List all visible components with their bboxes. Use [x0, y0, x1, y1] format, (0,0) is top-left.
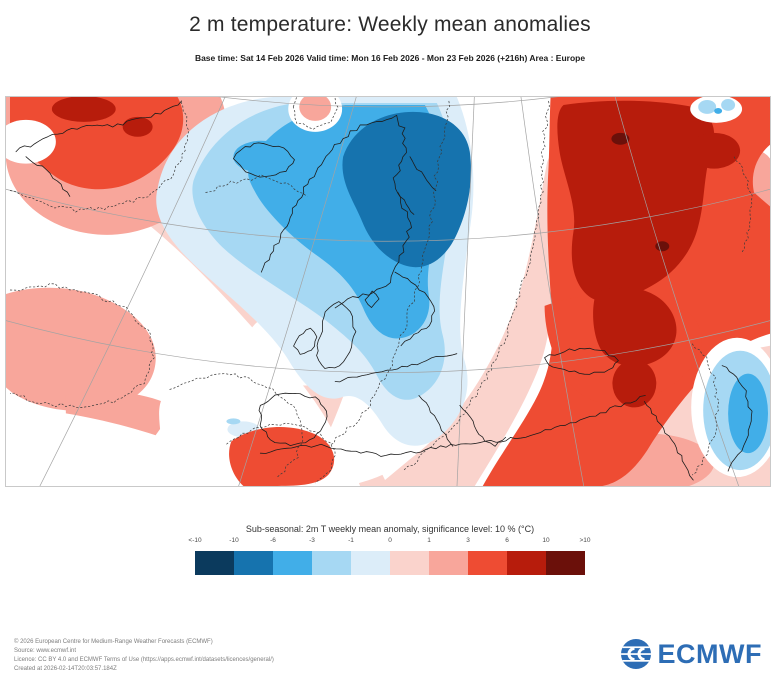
ecmwf-emblem-icon — [620, 639, 651, 669]
footer-line: Created at 2026-02-14T20:03:57.184Z — [14, 666, 117, 672]
colorbar-segment — [507, 551, 546, 575]
colorbar-segment — [234, 551, 273, 575]
ecmwf-logo: ECMWF — [619, 637, 762, 671]
colorbar-tick-label: -1 — [348, 537, 354, 544]
region-left-neutral — [6, 119, 56, 164]
colorbar-ticks: <-10 -10 -6 -3 -1 0 1 3 6 10 >10 — [188, 537, 590, 548]
colorbar-segment — [429, 551, 468, 575]
anomaly-map-svg — [6, 97, 770, 486]
region-arctic-specks — [690, 97, 743, 123]
colorbar-tick-label: -3 — [309, 537, 315, 544]
colorbar-tick-label: <-10 — [188, 537, 202, 544]
region-east-warm — [482, 97, 770, 486]
footer-attribution: © 2026 European Centre for Medium-Range … — [14, 638, 274, 674]
colorbar-tick-label: 6 — [505, 537, 509, 544]
coastlines — [15, 100, 753, 481]
colorbar-tick-label: 0 — [388, 537, 392, 544]
colorbar-segment — [546, 551, 585, 575]
colorbar-segment — [195, 551, 234, 575]
colorbar-segment — [312, 551, 351, 575]
colorbar-tick-label: >10 — [579, 537, 591, 544]
chart-subtitle: Base time: Sat 14 Feb 2026 Valid time: M… — [194, 53, 586, 63]
page-title: 2 m temperature: Weekly mean anomalies — [189, 13, 591, 36]
region-greenland-warm — [9, 97, 184, 190]
colorbar-tick-label: 1 — [427, 537, 431, 544]
region-scandinavia-cold — [156, 97, 474, 446]
region-morocco-warm — [229, 426, 335, 486]
footer-line: © 2026 European Centre for Medium-Range … — [14, 639, 213, 645]
ecmwf-logo-text: ECMWF — [657, 638, 762, 669]
legend-title: Sub-seasonal: 2m T weekly mean anomaly, … — [245, 524, 535, 534]
colorbar-tick-label: 10 — [542, 537, 550, 544]
significance-contours — [9, 97, 753, 484]
colorbar-segment — [351, 551, 390, 575]
colorbar-segment — [390, 551, 429, 575]
colorbar — [195, 551, 585, 575]
anomaly-map — [5, 96, 771, 487]
colorbar-tick-label: 3 — [466, 537, 470, 544]
colorbar-segment — [273, 551, 312, 575]
colorbar-tick-label: -6 — [270, 537, 276, 544]
footer-line: Source: www.ecmwf.int — [14, 648, 77, 654]
colorbar-tick-label: -10 — [229, 537, 239, 544]
colorbar-segment — [468, 551, 507, 575]
footer-line: Licence: CC BY 4.0 and ECMWF Terms of Us… — [14, 657, 274, 663]
